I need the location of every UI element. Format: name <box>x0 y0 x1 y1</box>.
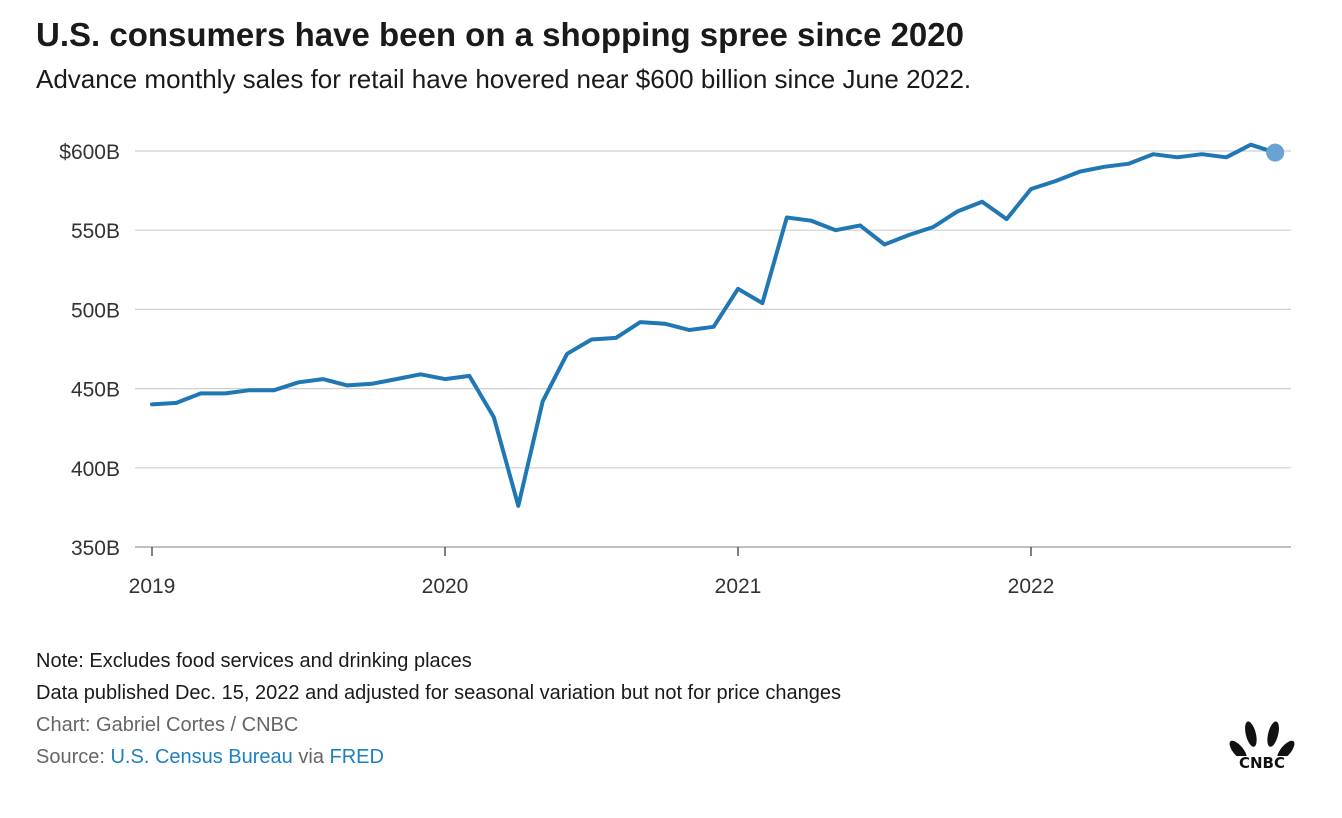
y-tick-label: 550B <box>71 220 120 243</box>
gridlines <box>135 150 1291 469</box>
cnbc-logo-text: CNBC <box>1238 754 1285 772</box>
x-tick-label: 2019 <box>129 575 176 598</box>
endpoint-marker <box>1266 143 1285 162</box>
cnbc-logo: CNBC <box>1226 714 1298 777</box>
source-via: via <box>292 746 330 768</box>
series-line <box>150 142 1278 508</box>
source-line: Source: U.S. Census Bureau via FRED <box>36 741 841 773</box>
peacock-icon <box>1229 721 1295 777</box>
census-bureau-link[interactable]: U.S. Census Bureau <box>110 746 293 768</box>
x-tick-label: 2020 <box>422 575 469 598</box>
credit-text: Chart: Gabriel Cortes / CNBC <box>36 714 299 736</box>
x-tick-label: 2022 <box>1008 575 1055 598</box>
x-axis: 2019 2020 2021 2022 <box>129 546 1291 598</box>
series-group <box>150 142 1285 508</box>
source-prefix: Source: <box>36 746 111 768</box>
y-axis-ticks: $600B 550B 500B 450B 400B 350B <box>59 141 120 560</box>
fred-link[interactable]: FRED <box>329 746 384 768</box>
note-text: Note: Excludes food services and drinkin… <box>36 650 472 672</box>
y-tick-label: 500B <box>71 299 120 322</box>
published-text: Data published Dec. 15, 2022 and adjuste… <box>36 682 841 704</box>
y-tick-label: 350B <box>71 537 120 560</box>
chart-title: U.S. consumers have been on a shopping s… <box>36 16 964 53</box>
x-tick-label: 2021 <box>715 575 762 598</box>
chart-notes: Note: Excludes food services and drinkin… <box>36 645 841 773</box>
y-tick-label: 450B <box>71 379 120 402</box>
y-tick-label: $600B <box>59 141 120 164</box>
y-tick-label: 400B <box>71 458 120 481</box>
chart-subtitle: Advance monthly sales for retail have ho… <box>36 64 972 94</box>
